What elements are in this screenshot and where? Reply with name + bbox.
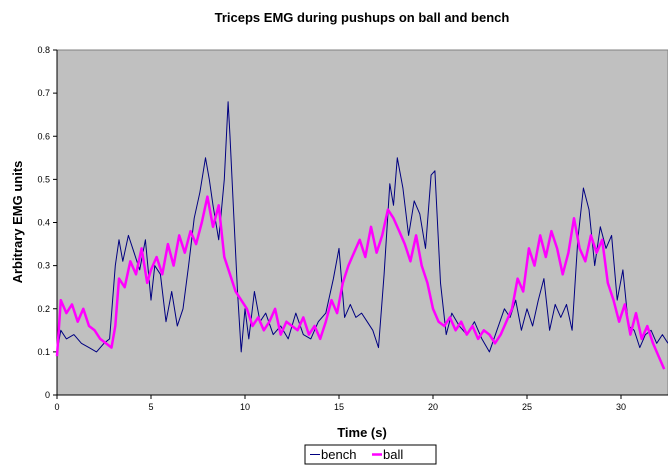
series-layer [55,101,668,370]
x-tick-label: 30 [616,402,626,412]
x-axis-label: Time (s) [337,425,387,440]
x-axis-ticks: 0 5 10 15 20 25 30 [54,395,626,412]
x-tick-label: 20 [428,402,438,412]
legend: bench ball [304,444,437,465]
y-tick-label: 0.7 [37,88,50,98]
y-tick-label: 0.2 [37,304,50,314]
y-tick-label: 0.4 [37,218,50,228]
legend-label-bench: bench [321,447,356,462]
x-tick-label: 10 [240,402,250,412]
x-tick-label: 15 [334,402,344,412]
legend-label-ball: ball [383,447,403,462]
y-tick-label: 0.1 [37,347,50,357]
y-tick-label: 0.5 [37,174,50,184]
x-tick-label: 5 [148,402,153,412]
y-tick-label: 0.8 [37,45,50,55]
legend-box [304,444,437,465]
plot-area [56,49,668,396]
chart-title: Triceps EMG during pushups on ball and b… [215,10,510,25]
y-axis-ticks: 0 0.1 0.2 0.3 0.4 0.5 0.6 0.7 0.8 [37,45,57,400]
y-tick-label: 0.3 [37,261,50,271]
y-tick-label: 0 [45,390,50,400]
x-tick-label: 25 [522,402,532,412]
y-tick-label: 0.6 [37,131,50,141]
series-line-bench [56,101,668,353]
series-line-ball [55,195,666,370]
y-axis-label: Arbitrary EMG units [10,161,25,284]
x-tick-label: 0 [54,402,59,412]
